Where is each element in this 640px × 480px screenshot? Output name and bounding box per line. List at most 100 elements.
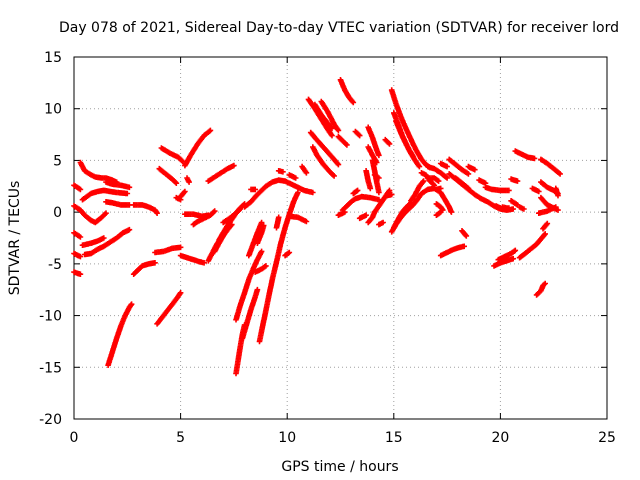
data-point xyxy=(444,163,450,170)
data-point xyxy=(420,178,427,184)
data-point xyxy=(275,214,282,221)
data-point xyxy=(335,161,342,168)
data-point xyxy=(207,127,214,134)
data-point xyxy=(310,189,316,196)
data-point xyxy=(335,127,342,134)
x-tick-label: 15 xyxy=(385,430,403,446)
data-point xyxy=(354,187,361,194)
data-point xyxy=(504,205,510,211)
data-point xyxy=(303,170,310,176)
data-point xyxy=(542,231,548,237)
data-point xyxy=(437,209,444,215)
data-marks xyxy=(71,77,563,377)
data-point xyxy=(329,132,335,139)
data-point xyxy=(462,232,469,238)
data-point xyxy=(173,180,180,186)
y-tick-label: -10 xyxy=(39,309,62,325)
data-point xyxy=(349,98,356,105)
data-point xyxy=(380,219,386,226)
data-point xyxy=(465,185,472,192)
data-point xyxy=(542,280,548,287)
data-point xyxy=(128,301,135,307)
y-tick-label: 10 xyxy=(44,102,62,118)
data-point xyxy=(292,175,299,181)
data-point xyxy=(237,206,244,212)
data-point xyxy=(126,184,133,191)
data-point xyxy=(464,184,471,191)
data-point xyxy=(77,186,84,193)
data-point xyxy=(182,188,188,195)
data-point xyxy=(260,222,267,229)
data-point xyxy=(181,189,187,196)
y-tick-label: -20 xyxy=(39,412,62,428)
data-point xyxy=(101,235,107,241)
data-point xyxy=(410,153,416,160)
data-point xyxy=(541,232,548,238)
data-point xyxy=(465,171,472,177)
x-tick-label: 5 xyxy=(176,430,185,446)
y-tick-label: -15 xyxy=(39,360,62,376)
x-tick-label: 20 xyxy=(491,430,509,446)
data-point xyxy=(555,192,561,199)
axis-ticks xyxy=(73,56,608,420)
data-point xyxy=(510,206,516,212)
x-axis-label: GPS time / hours xyxy=(281,459,398,475)
data-point xyxy=(536,188,542,195)
data-point xyxy=(553,204,559,210)
data-point xyxy=(420,179,426,185)
data-point xyxy=(531,155,538,162)
data-point xyxy=(344,142,350,148)
data-point xyxy=(461,243,467,250)
data-point xyxy=(376,175,382,181)
data-point xyxy=(280,169,286,175)
data-point xyxy=(254,286,261,293)
data-point xyxy=(331,173,337,179)
data-point xyxy=(258,219,265,226)
data-point xyxy=(472,166,478,173)
data-point xyxy=(77,253,84,260)
x-tick-label: 0 xyxy=(70,430,79,446)
data-point xyxy=(356,132,363,139)
data-point xyxy=(386,141,393,147)
data-point xyxy=(152,260,158,266)
data-point xyxy=(126,226,133,233)
data-point xyxy=(514,178,521,184)
data-point xyxy=(177,244,184,251)
data-point xyxy=(103,210,109,216)
data-point xyxy=(350,99,357,106)
data-point xyxy=(371,209,378,215)
data-point xyxy=(177,290,184,296)
data-point xyxy=(303,218,310,225)
y-tick-label: 0 xyxy=(53,205,62,221)
data-point xyxy=(437,185,444,192)
data-point xyxy=(435,178,442,184)
data-point xyxy=(295,189,301,196)
y-tick-labels: -20 -15 -10 -5 0 5 10 15 xyxy=(39,50,62,428)
data-point xyxy=(258,248,265,255)
data-point xyxy=(363,212,369,218)
data-point xyxy=(506,187,512,194)
data-point xyxy=(286,249,293,256)
x-tick-label: 10 xyxy=(278,430,296,446)
data-point xyxy=(263,263,269,269)
data-point xyxy=(416,163,423,170)
data-point xyxy=(186,179,192,185)
data-point xyxy=(206,128,213,135)
data-point xyxy=(557,171,563,177)
data-point xyxy=(376,189,382,196)
data-point xyxy=(463,233,470,239)
y-tick-label: 15 xyxy=(44,50,62,66)
data-point xyxy=(521,206,527,212)
data-point xyxy=(201,260,207,266)
plot-frame xyxy=(73,56,608,420)
y-axis-label: SDTVAR / TECUs xyxy=(7,181,23,296)
data-point xyxy=(342,209,348,215)
y-tick-label: -5 xyxy=(48,257,62,273)
y-tick-label: 5 xyxy=(53,153,62,169)
data-point xyxy=(252,186,258,193)
data-point xyxy=(154,210,160,216)
data-point xyxy=(544,220,551,227)
x-tick-label: 25 xyxy=(598,430,616,446)
